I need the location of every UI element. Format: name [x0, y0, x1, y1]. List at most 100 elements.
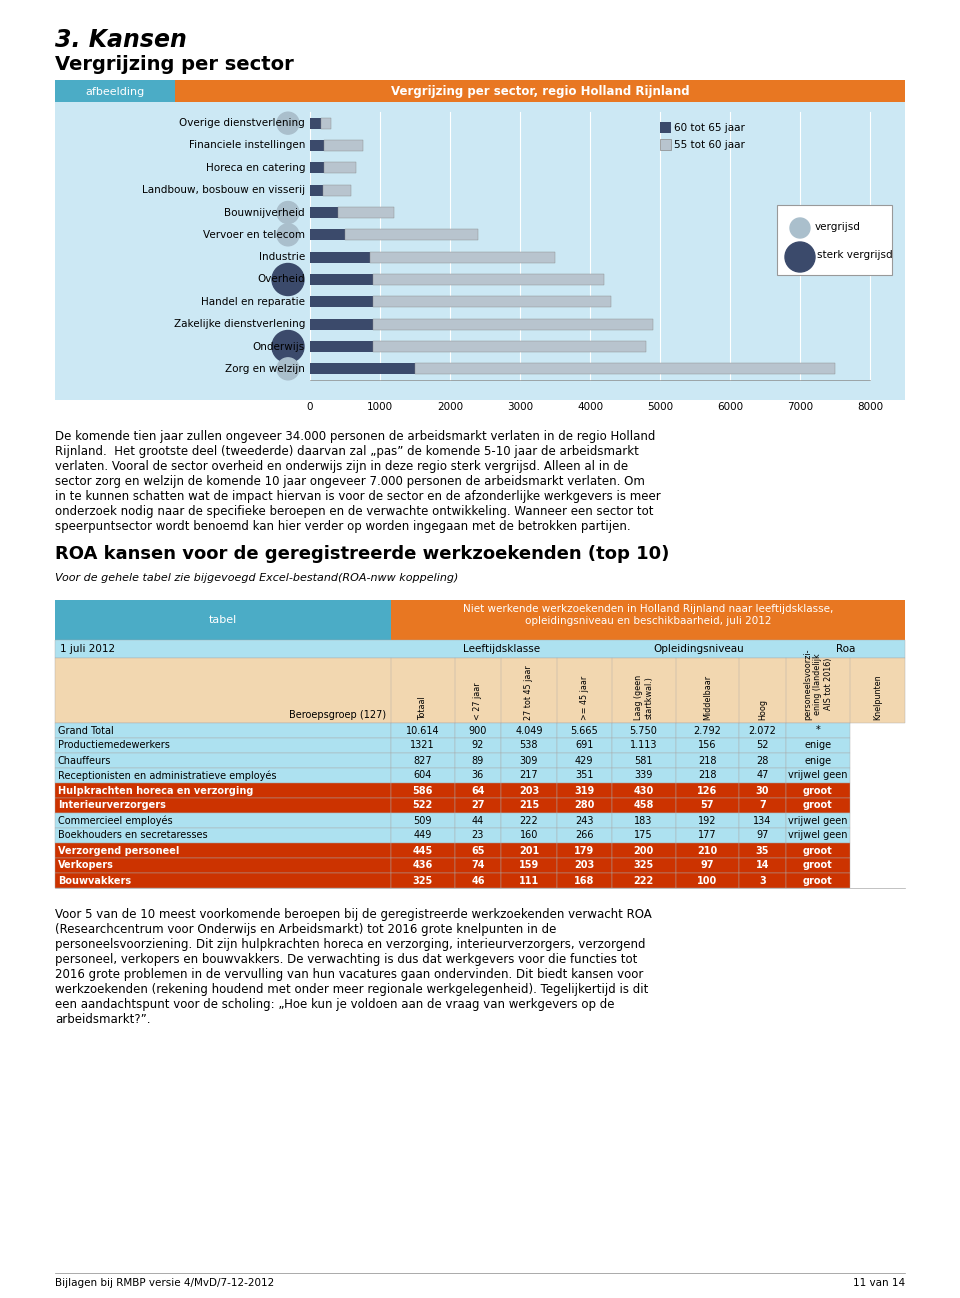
Text: Vervoer en telecom: Vervoer en telecom — [203, 230, 305, 240]
Bar — [676, 842, 739, 858]
Bar — [786, 874, 850, 888]
Bar — [739, 723, 786, 739]
Bar — [310, 118, 321, 129]
Text: 1 juli 2012: 1 juli 2012 — [60, 644, 115, 654]
Text: Commercieel employés: Commercieel employés — [58, 815, 173, 826]
Bar — [612, 858, 676, 874]
Bar — [612, 753, 676, 768]
Bar — [310, 230, 345, 240]
Bar — [310, 184, 323, 196]
Text: 691: 691 — [575, 740, 593, 750]
Bar — [373, 296, 611, 308]
Text: Hoog: Hoog — [758, 700, 767, 720]
Text: Bouwvakkers: Bouwvakkers — [58, 875, 132, 885]
Bar — [55, 753, 391, 768]
Bar — [310, 363, 415, 374]
Bar — [557, 874, 612, 888]
Bar — [55, 80, 175, 103]
Text: 243: 243 — [575, 815, 593, 826]
Text: 509: 509 — [414, 815, 432, 826]
Bar — [557, 723, 612, 739]
Bar — [676, 858, 739, 874]
Bar — [321, 118, 331, 129]
Bar — [373, 274, 604, 286]
Bar — [786, 858, 850, 874]
Text: 57: 57 — [701, 801, 714, 810]
Bar — [786, 798, 850, 813]
Text: *: * — [815, 726, 820, 736]
Bar — [55, 858, 391, 874]
Text: 586: 586 — [413, 785, 433, 796]
Text: 2.072: 2.072 — [749, 726, 777, 736]
Text: 827: 827 — [414, 755, 432, 766]
Text: Totaal: Totaal — [419, 696, 427, 720]
Text: 156: 156 — [698, 740, 716, 750]
Bar — [454, 768, 501, 783]
Bar — [676, 874, 739, 888]
Text: vergrijsd: vergrijsd — [815, 222, 861, 232]
Text: 900: 900 — [468, 726, 487, 736]
Text: enige: enige — [804, 740, 831, 750]
Circle shape — [272, 331, 304, 362]
Bar — [391, 723, 454, 739]
Text: 3. Kansen: 3. Kansen — [55, 29, 187, 52]
Bar — [676, 768, 739, 783]
Text: Roa: Roa — [836, 644, 855, 654]
Bar — [454, 828, 501, 842]
Bar — [391, 783, 454, 798]
Text: groot: groot — [803, 875, 832, 885]
Text: 111: 111 — [518, 875, 539, 885]
Text: 134: 134 — [754, 815, 772, 826]
Text: 538: 538 — [519, 740, 539, 750]
Text: 60 tot 65 jaar: 60 tot 65 jaar — [674, 123, 745, 132]
Text: 222: 222 — [634, 875, 654, 885]
Bar — [454, 813, 501, 828]
Text: 55 tot 60 jaar: 55 tot 60 jaar — [674, 140, 745, 151]
Bar — [391, 739, 454, 753]
Text: Overheid: Overheid — [257, 274, 305, 284]
Text: Verkopers: Verkopers — [58, 861, 114, 871]
Bar — [676, 813, 739, 828]
Text: Niet werkende werkzoekenden in Holland Rijnland naar leeftijdsklasse,
opleidings: Niet werkende werkzoekenden in Holland R… — [463, 604, 833, 626]
Bar — [501, 828, 557, 842]
Text: ROA kansen voor de geregistreerde werkzoekenden (top 10): ROA kansen voor de geregistreerde werkzo… — [55, 545, 669, 563]
Text: 215: 215 — [518, 801, 539, 810]
Text: 23: 23 — [471, 831, 484, 841]
Bar — [660, 122, 671, 132]
Bar — [676, 723, 739, 739]
Text: 11 van 14: 11 van 14 — [852, 1279, 905, 1288]
Bar — [612, 798, 676, 813]
Bar — [777, 205, 892, 275]
Bar — [786, 723, 850, 739]
Bar — [501, 874, 557, 888]
Text: Voor 5 van de 10 meest voorkomende beroepen bij de geregistreerde werkzoekenden : Voor 5 van de 10 meest voorkomende beroe… — [55, 909, 652, 1025]
Text: 325: 325 — [413, 875, 433, 885]
Bar — [557, 813, 612, 828]
Bar — [55, 103, 905, 400]
Text: 6000: 6000 — [717, 402, 743, 411]
Text: Hulpkrachten horeca en verzorging: Hulpkrachten horeca en verzorging — [58, 785, 253, 796]
Bar — [739, 768, 786, 783]
Text: Beroepsgroep (127): Beroepsgroep (127) — [289, 710, 386, 720]
Bar — [501, 783, 557, 798]
Text: Vergrijzing per sector: Vergrijzing per sector — [55, 55, 294, 74]
Text: 458: 458 — [634, 801, 654, 810]
Circle shape — [277, 201, 299, 223]
Bar — [786, 813, 850, 828]
Bar — [612, 739, 676, 753]
Bar — [454, 798, 501, 813]
Text: 183: 183 — [635, 815, 653, 826]
Text: 203: 203 — [518, 785, 539, 796]
Text: Landbouw, bosbouw en visserij: Landbouw, bosbouw en visserij — [142, 186, 305, 195]
Text: 7000: 7000 — [787, 402, 813, 411]
Bar — [55, 640, 905, 658]
Bar — [557, 798, 612, 813]
Text: 217: 217 — [519, 771, 539, 780]
Bar — [786, 783, 850, 798]
Text: 160: 160 — [519, 831, 538, 841]
Text: 10.614: 10.614 — [406, 726, 440, 736]
Text: sterk vergrijsd: sterk vergrijsd — [817, 251, 893, 260]
Text: 46: 46 — [471, 875, 485, 885]
Bar — [324, 140, 363, 151]
Text: 97: 97 — [701, 861, 714, 871]
